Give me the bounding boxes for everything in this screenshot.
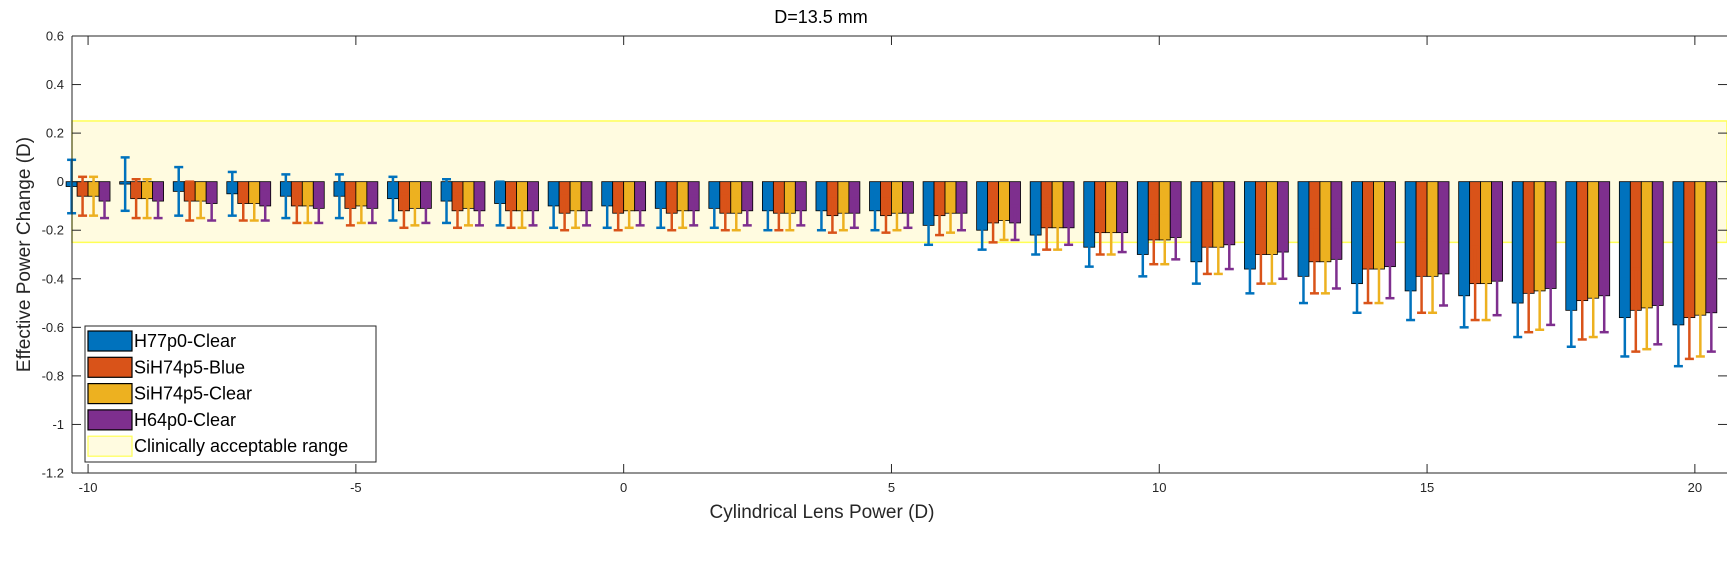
y-tick-label: -0.6 [42,320,64,335]
y-tick-label: 0.2 [46,126,64,141]
y-tick-label: 0.4 [46,77,64,92]
axes [71,35,1727,474]
legend-swatch [87,383,133,405]
y-tick-label: -1 [52,417,64,432]
x-tick-label: 15 [1420,480,1434,495]
legend-entry-label: H64p0-Clear [134,410,236,430]
legend-swatch [87,330,133,352]
x-tick-label: 20 [1688,480,1702,495]
legend-entry-label: Clinically acceptable range [134,436,348,456]
bar-series [65,181,1718,326]
error-bars [67,156,1716,368]
legend-swatch [87,409,133,431]
y-tick-label: -1.2 [42,466,64,481]
legend-entry-label: H77p0-Clear [134,331,236,351]
y-axis-label: Effective Power Change (D) [14,137,35,372]
x-tick-label: 10 [1152,480,1166,495]
x-axis-ticks: -10 -5 0 5 10 15 20 [79,36,1702,495]
y-tick-label: -0.2 [42,223,64,238]
x-tick-label: -5 [350,480,362,495]
y-tick-label: 0 [57,174,64,189]
legend-swatch [87,435,133,457]
legend-box [84,325,377,463]
x-tick-label: 5 [888,480,895,495]
x-tick-label: -10 [79,480,98,495]
y-axis-ticks: -1.2 -1 -0.8 -0.6 -0.4 -0.2 0 0.2 0.4 0.6 [42,29,1727,481]
legend-entry-label: SiH74p5-Blue [134,357,245,377]
y-tick-label: -0.8 [42,368,64,383]
legend: H77p0-Clear SiH74p5-Blue SiH74p5-Clear H64p… [84,325,377,463]
legend-entry-label: SiH74p5-Clear [134,384,252,404]
x-axis-label: Cylindrical Lens Power (D) [710,502,935,523]
y-tick-label: -0.4 [42,271,64,286]
y-tick-label: 0.6 [46,29,64,44]
legend-swatch [87,356,133,378]
chart-title: D=13.5 mm [774,7,868,27]
x-tick-label: 0 [620,480,627,495]
